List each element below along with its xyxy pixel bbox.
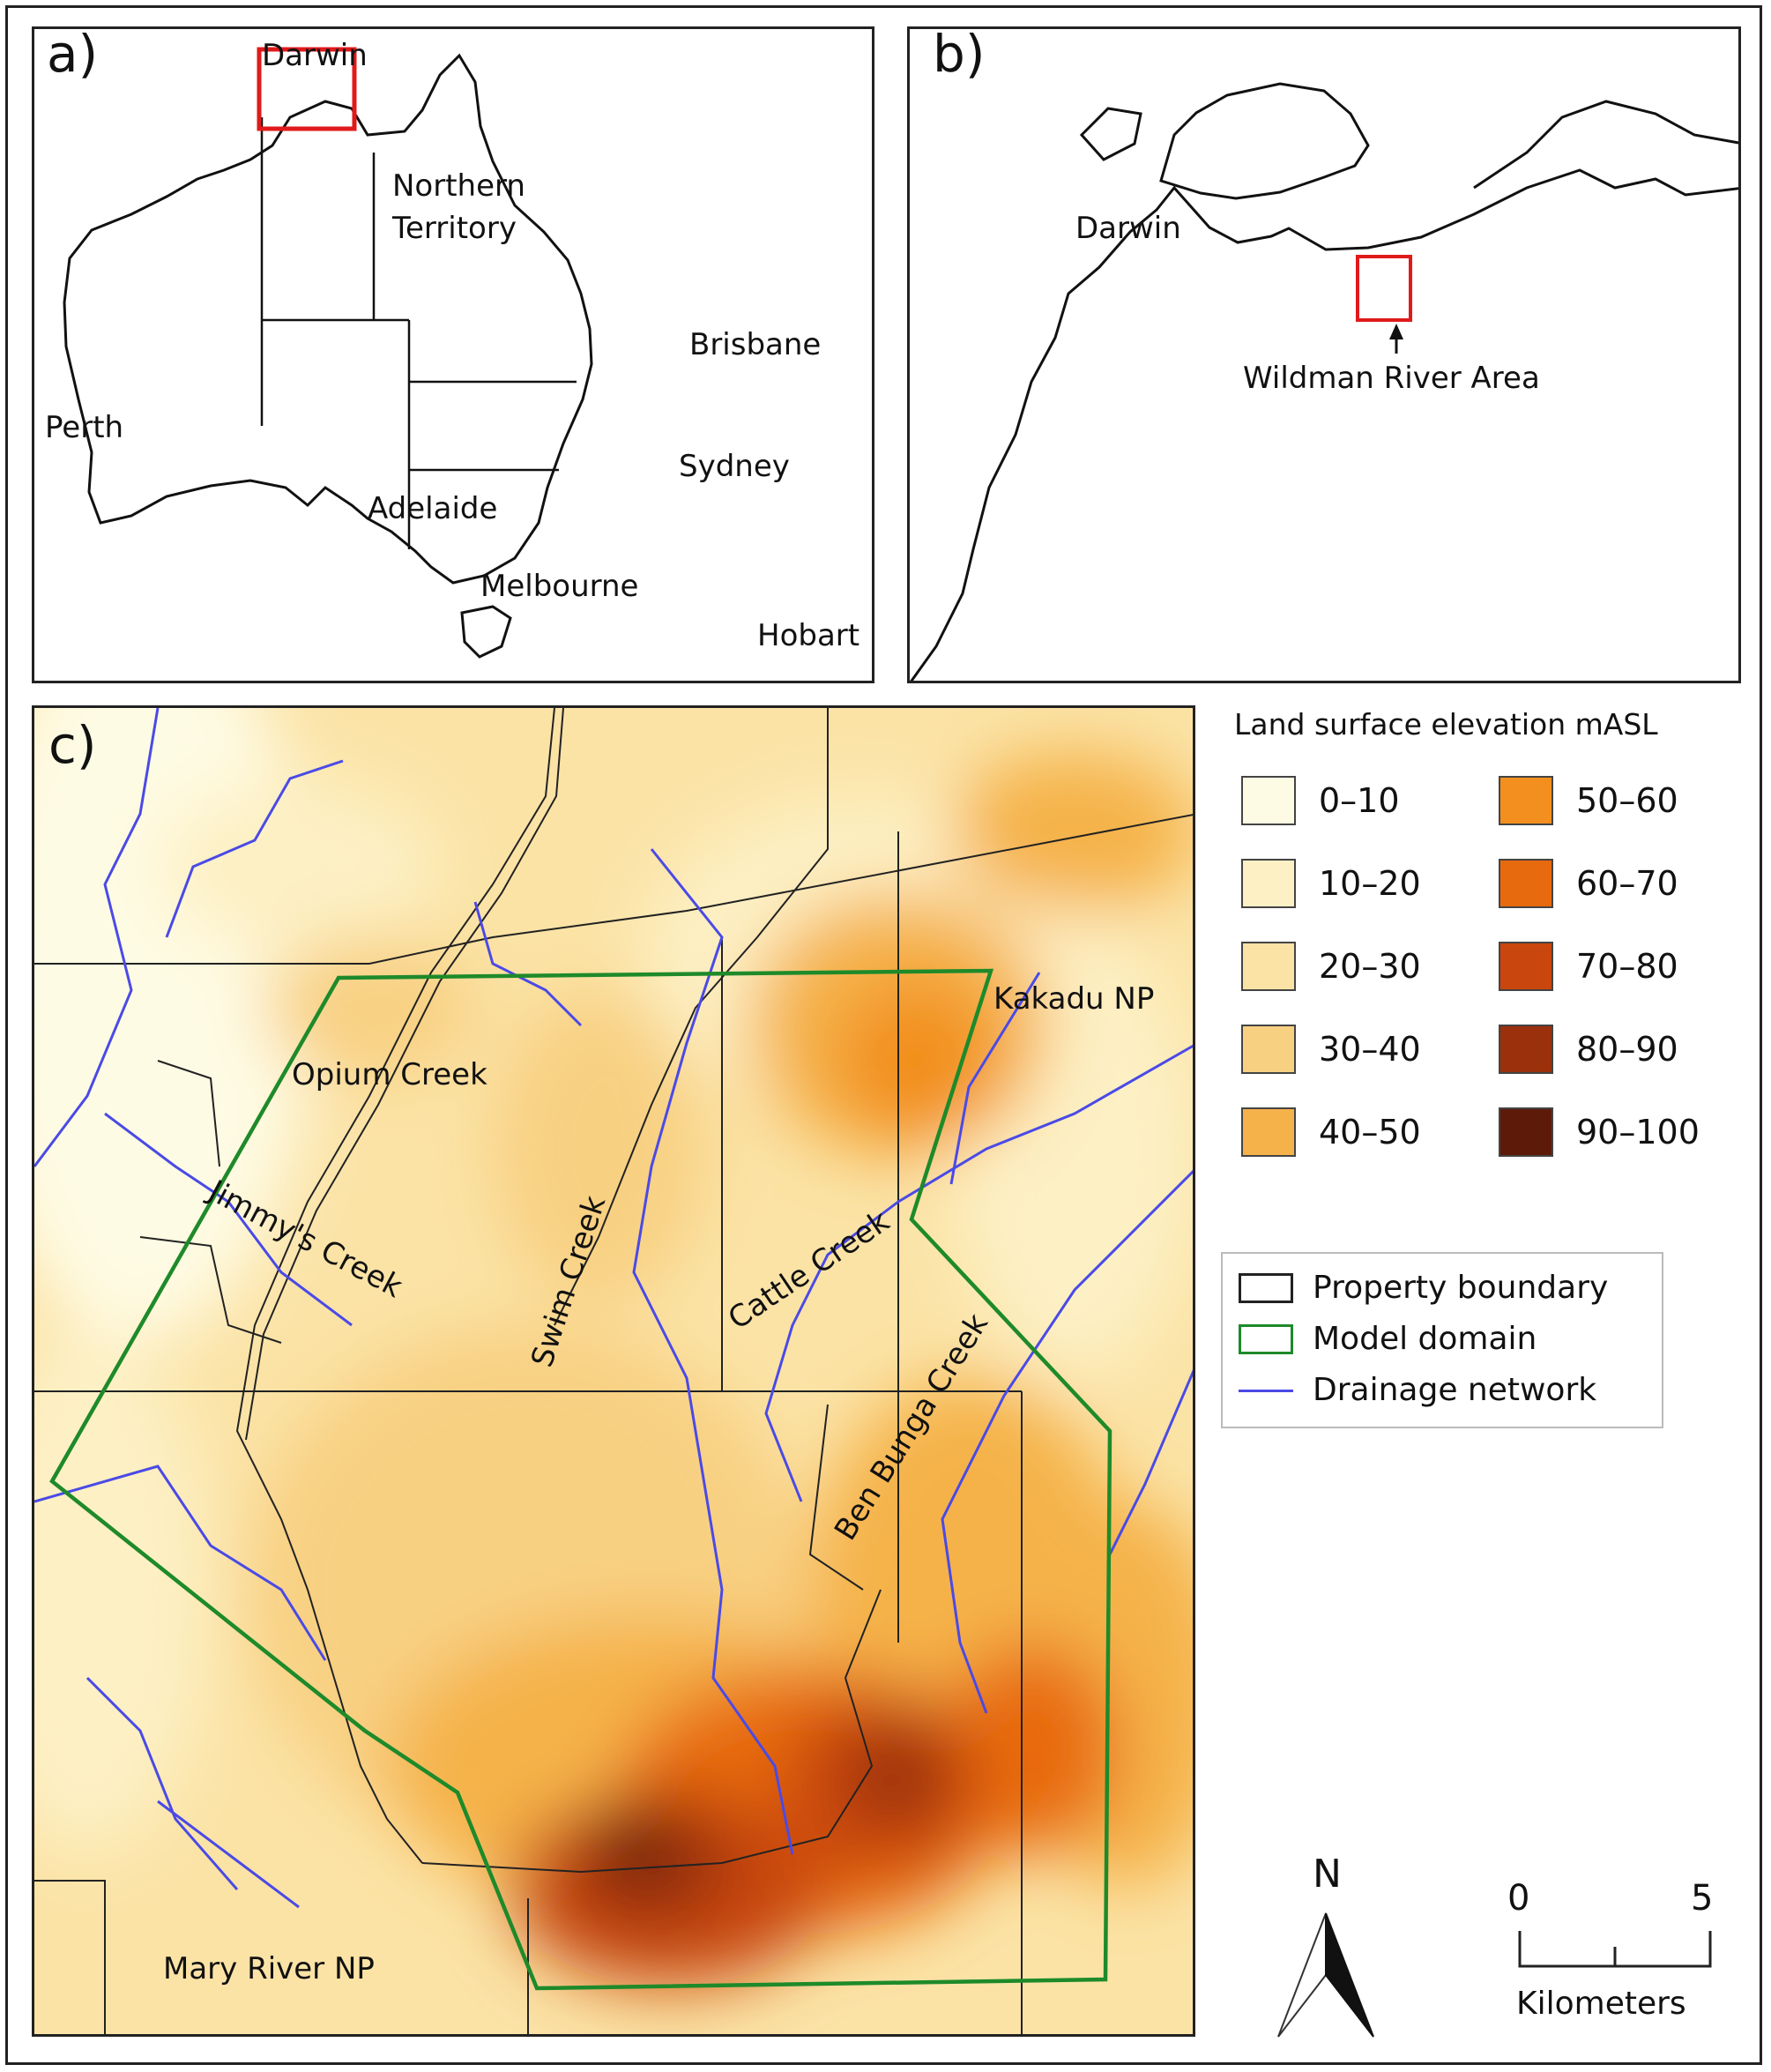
- elevation-swatch: [1241, 1025, 1296, 1074]
- elevation-range-label: 30–40: [1319, 1030, 1421, 1069]
- drainage-swatch: [1239, 1375, 1293, 1405]
- elevation-range-label: 0–10: [1319, 781, 1400, 820]
- elevation-swatch: [1241, 859, 1296, 908]
- region-northern-territory-2: Territory: [392, 211, 517, 246]
- panel-a-label: a): [47, 26, 99, 84]
- elevation-range-label: 90–100: [1576, 1113, 1700, 1152]
- panel-b-label: b): [933, 26, 986, 84]
- elevation-legend-item: 50–60: [1499, 776, 1678, 825]
- study-region-box: [257, 47, 357, 131]
- elevation-swatch: [1499, 776, 1553, 825]
- city-sydney: Sydney: [679, 449, 790, 484]
- elevation-swatch: [1241, 1107, 1296, 1157]
- city-melbourne: Melbourne: [480, 569, 639, 604]
- elevation-legend-item: 40–50: [1241, 1107, 1421, 1157]
- elevation-legend-item: 70–80: [1499, 942, 1678, 991]
- city-darwin: Darwin: [262, 38, 368, 73]
- panel-b-region-map: b) Darwin Wildman River Area: [907, 26, 1741, 683]
- north-arrow: N: [1269, 1852, 1402, 2046]
- wildman-river-area-label: Wildman River Area: [1243, 361, 1540, 396]
- legend-drainage-row: Drainage network: [1239, 1372, 1596, 1408]
- elevation-range-label: 60–70: [1576, 864, 1678, 903]
- elevation-swatch: [1499, 1107, 1553, 1157]
- panel-c-elevation-map: c) Opium Creek Jimmy's Creek Swim Creek …: [32, 705, 1195, 2037]
- australia-outline: [63, 47, 593, 659]
- north-arrow-label: N: [1313, 1852, 1342, 1897]
- elevation-legend-item: 10–20: [1241, 859, 1421, 908]
- city-perth: Perth: [45, 410, 124, 445]
- wildman-area-box: [1356, 255, 1412, 322]
- elevation-range-label: 70–80: [1576, 947, 1678, 986]
- city-adelaide: Adelaide: [368, 491, 498, 526]
- elevation-legend-item: 20–30: [1241, 942, 1421, 991]
- elevation-swatch: [1241, 776, 1296, 825]
- scale-bar: 0 5 Kilometers: [1499, 1878, 1728, 2046]
- elevation-range-label: 50–60: [1576, 781, 1678, 820]
- elevation-swatch: [1499, 1025, 1553, 1074]
- elevation-range-label: 40–50: [1319, 1113, 1421, 1152]
- elevation-swatch: [1499, 942, 1553, 991]
- legend-model-row: Model domain: [1239, 1321, 1537, 1357]
- opium-creek-label: Opium Creek: [292, 1057, 487, 1092]
- property-swatch: [1239, 1272, 1293, 1303]
- elevation-swatch: [1499, 859, 1553, 908]
- legend-property-row: Property boundary: [1239, 1270, 1608, 1306]
- feature-legend: Property boundary Model domain Drainage …: [1221, 1252, 1663, 1428]
- mary-river-np-label: Mary River NP: [163, 1951, 375, 1986]
- model-domain-swatch: [1239, 1323, 1293, 1354]
- elevation-range-label: 10–20: [1319, 864, 1421, 903]
- elevation-range-label: 20–30: [1319, 947, 1421, 986]
- elevation-legend-item: 60–70: [1499, 859, 1678, 908]
- scale-start: 0: [1507, 1878, 1530, 1919]
- region-northern-territory-1: Northern: [392, 168, 525, 204]
- legend-model-label: Model domain: [1313, 1321, 1537, 1357]
- elevation-map-canvas: [34, 708, 1193, 2034]
- elevation-legend-item: 90–100: [1499, 1107, 1700, 1157]
- coastline: [910, 82, 1738, 681]
- legend-drainage-label: Drainage network: [1313, 1372, 1597, 1408]
- drainage-network: [34, 708, 1193, 1909]
- elevation-legend-item: 30–40: [1241, 1025, 1421, 1074]
- figure-frame: [5, 5, 1762, 2065]
- elevation-legend-title: Land surface elevation mASL: [1234, 707, 1658, 742]
- scale-unit: Kilometers: [1516, 1986, 1686, 2022]
- city-darwin: Darwin: [1075, 211, 1181, 246]
- panel-a-australia-map: a) Darwin Northern Territory Brisbane Pe…: [32, 26, 874, 683]
- model-domain-outline: [49, 968, 1112, 1991]
- city-brisbane: Brisbane: [689, 327, 822, 362]
- city-hobart: Hobart: [757, 618, 860, 653]
- elevation-swatch: [1241, 942, 1296, 991]
- elevation-range-label: 80–90: [1576, 1030, 1678, 1069]
- elevation-legend-item: 80–90: [1499, 1025, 1678, 1074]
- scale-end: 5: [1691, 1878, 1714, 1919]
- legend-property-label: Property boundary: [1313, 1270, 1609, 1306]
- kakadu-np-label: Kakadu NP: [993, 981, 1155, 1017]
- panel-c-label: c): [48, 715, 97, 775]
- elevation-legend-item: 0–10: [1241, 776, 1400, 825]
- property-boundaries: [34, 708, 1193, 2034]
